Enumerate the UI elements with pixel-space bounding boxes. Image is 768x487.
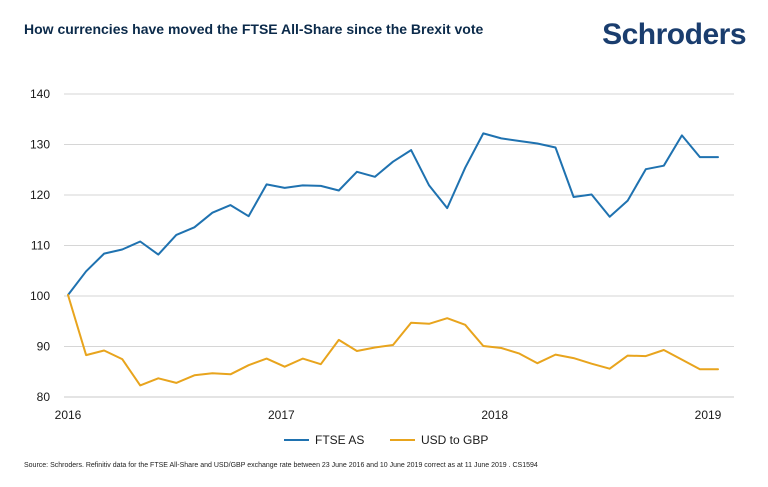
y-tick-label: 110	[31, 239, 50, 253]
schroders-logo: Schroders	[602, 18, 746, 51]
series-line-ftse-as	[67, 132, 719, 296]
source-note: Source: Schroders. Refinitiv data for th…	[24, 462, 538, 469]
y-axis-ticks: 80 90 100 110 120 130 140	[30, 87, 50, 404]
series-line-usd-to-gbp	[67, 294, 719, 387]
legend-label: USD to GBP	[421, 433, 488, 447]
x-tick-label: 2018	[481, 408, 508, 422]
series-lines	[67, 132, 719, 387]
y-tick-label: 90	[37, 340, 51, 354]
legend: FTSE AS USD to GBP	[284, 433, 488, 447]
chart-title: How currencies have moved the FTSE All-S…	[24, 21, 484, 37]
y-tick-label: 140	[30, 87, 50, 101]
legend-label: FTSE AS	[315, 433, 364, 447]
y-tick-label: 100	[30, 289, 50, 303]
x-tick-label: 2019	[695, 408, 722, 422]
y-tick-label: 120	[30, 188, 50, 202]
x-tick-label: 2016	[55, 408, 82, 422]
y-tick-label: 130	[30, 138, 50, 152]
gridlines	[64, 93, 734, 347]
x-axis-ticks: 2016 2017 2018 2019	[55, 408, 722, 422]
y-tick-label: 80	[37, 390, 51, 404]
x-tick-label: 2017	[268, 408, 295, 422]
